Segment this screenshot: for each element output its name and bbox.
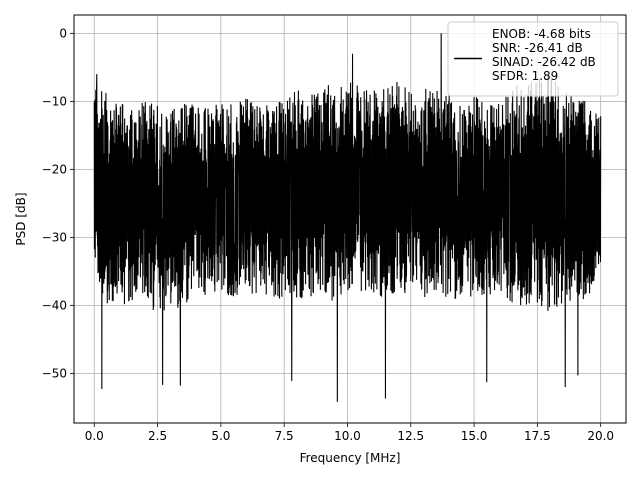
- x-tick-label: 17.5: [524, 429, 551, 443]
- x-tick-label: 15.0: [461, 429, 488, 443]
- x-axis-label: Frequency [MHz]: [300, 451, 401, 465]
- y-tick-label: −10: [42, 94, 67, 108]
- legend-entry: ENOB: -4.68 bits: [492, 27, 591, 41]
- legend-entry: SNR: -26.41 dB: [492, 41, 583, 55]
- legend-box: [447, 21, 619, 97]
- x-tick-label: 20.0: [587, 429, 614, 443]
- y-axis-label: PSD [dB]: [14, 192, 28, 245]
- x-tick-label: 2.5: [148, 429, 167, 443]
- x-tick-label: 0.0: [85, 429, 104, 443]
- y-tick-label: −20: [42, 162, 67, 176]
- y-tick-label: 0: [59, 26, 67, 40]
- psd-series: [93, 33, 602, 402]
- plot-frame: [73, 14, 627, 424]
- legend-entry: SFDR: 1.89: [492, 69, 558, 83]
- y-tick-label: −30: [42, 230, 67, 244]
- y-tick-label: −50: [42, 366, 67, 380]
- x-tick-label: 10.0: [334, 429, 361, 443]
- legend-entry: SINAD: -26.42 dB: [492, 55, 596, 69]
- x-tick-label: 12.5: [397, 429, 424, 443]
- y-axis-ticks: 0 −10 −20 −30 −40 −50: [42, 26, 74, 380]
- x-tick-label: 7.5: [275, 429, 294, 443]
- x-axis-ticks: 0.0 2.5 5.0 7.5 10.0 12.5 15.0 17.5 20.0: [85, 423, 614, 443]
- y-tick-label: −40: [42, 298, 67, 312]
- psd-line: [93, 33, 602, 402]
- x-tick-label: 5.0: [211, 429, 230, 443]
